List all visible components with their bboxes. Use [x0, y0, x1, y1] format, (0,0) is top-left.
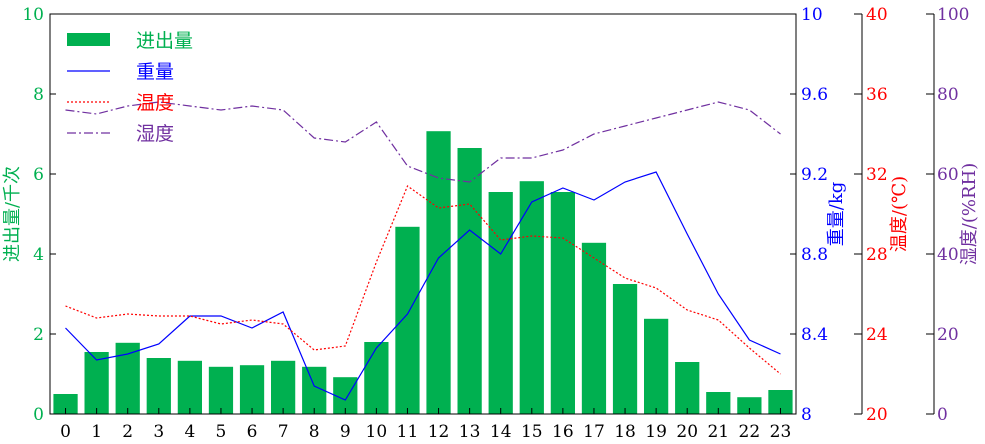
bar-8 [302, 366, 327, 414]
x-tick-label: 12 [428, 422, 450, 442]
x-tick-label: 19 [645, 422, 667, 442]
axis-y4: 0 20 40 60 80 100 湿度/(%RH) [926, 5, 980, 425]
bar-4 [177, 360, 202, 414]
axis-y1: 0 2 4 6 8 10 进出量/千次 [2, 5, 56, 425]
plot-frame [49, 13, 797, 415]
y-tick-label-y4: 40 [937, 245, 959, 265]
x-tick-label: 20 [676, 422, 698, 442]
x-tick-label: 14 [490, 422, 512, 442]
x-tick-label: 23 [770, 422, 792, 442]
legend-label: 重量 [136, 61, 174, 83]
legend-label: 温度 [136, 92, 174, 114]
x-tick-label: 15 [521, 422, 543, 442]
y-tick-label-y4: 100 [937, 5, 969, 25]
x-tick-label: 21 [707, 422, 729, 442]
bar-17 [581, 242, 607, 414]
series-line-y4 [65, 101, 781, 183]
y-tick-label-y3: 20 [866, 405, 888, 425]
x-axis: 0 1 2 3 4 5 6 7 8 9 10 11 12 13 14 15 16 17 18 19 20 21 22 23 [60, 408, 791, 442]
bar-1 [84, 352, 109, 414]
bar-14 [488, 192, 513, 414]
x-tick-label: 16 [552, 422, 574, 442]
axis-y3: 20 24 28 32 36 40 温度/(℃) [854, 5, 910, 425]
y-tick-label-y4: 20 [937, 325, 959, 345]
y-tick-label-y1: 10 [22, 5, 44, 25]
y-tick-label-y1: 8 [33, 85, 44, 105]
x-tick-label: 6 [247, 422, 258, 442]
y-tick-label-y2: 9.2 [801, 165, 828, 185]
bar-5 [208, 366, 234, 414]
y-tick-label-y2: 8.4 [801, 325, 828, 345]
bar-19 [644, 318, 669, 414]
bar-9 [333, 377, 358, 414]
legend-swatch [67, 33, 110, 46]
bar-21 [706, 392, 731, 414]
y-tick-label-y2: 10 [801, 5, 823, 25]
axis-y2: 8 8.4 8.8 9.2 9.6 10 重量/kg [790, 5, 847, 425]
x-tick-label: 8 [309, 422, 320, 442]
y-tick-label-y3: 24 [866, 325, 888, 345]
bar-2 [115, 342, 140, 414]
axis-title-y4: 湿度/(%RH) [959, 163, 980, 265]
bar-16 [550, 192, 575, 414]
bars-layer [53, 131, 793, 414]
y-tick-label-y1: 6 [33, 165, 44, 185]
y-tick-label-y3: 28 [866, 245, 888, 265]
x-tick-label: 9 [340, 422, 351, 442]
axis-title-y2: 重量/kg [826, 182, 847, 247]
y-tick-label-y4: 0 [937, 405, 948, 425]
bar-18 [612, 284, 638, 414]
y-tick-label-y1: 0 [33, 405, 44, 425]
x-tick-label: 7 [278, 422, 289, 442]
axis-title-y1: 进出量/千次 [2, 166, 23, 262]
y-axes: 0246810进出量/千次88.48.89.29.610重量/kg2024283… [2, 5, 980, 425]
bar-22 [737, 397, 762, 414]
x-tick-label: 2 [122, 422, 133, 442]
bar-10 [364, 342, 389, 414]
x-tick-label: 17 [583, 422, 605, 442]
x-tick-label: 0 [60, 422, 71, 442]
bar-0 [53, 394, 78, 414]
y-tick-label-y2: 8.8 [801, 245, 828, 265]
series-line-y3 [65, 185, 781, 375]
y-tick-label-y3: 32 [866, 165, 888, 185]
y-tick-label-y1: 4 [33, 245, 44, 265]
bar-7 [271, 360, 296, 414]
bar-11 [395, 226, 420, 414]
y-tick-label-y3: 36 [866, 85, 888, 105]
x-tick-label: 18 [614, 422, 636, 442]
x-tick-label: 5 [216, 422, 227, 442]
y-tick-label-y1: 2 [33, 325, 44, 345]
bar-20 [675, 362, 700, 414]
y-tick-label-y2: 9.6 [801, 85, 828, 105]
lines-layer [65, 101, 781, 401]
series-line-y2 [65, 171, 781, 401]
x-tick-label: 4 [184, 422, 195, 442]
x-tick-label: 10 [366, 422, 388, 442]
y-tick-label-y4: 80 [937, 85, 959, 105]
axis-title-y3: 温度/(℃) [889, 176, 910, 252]
y-tick-label-y3: 40 [866, 5, 888, 25]
legend-label: 湿度 [136, 123, 174, 145]
x-tick-label: 13 [459, 422, 481, 442]
x-tick-label: 22 [739, 422, 761, 442]
bar-3 [146, 358, 171, 414]
bar-6 [239, 365, 265, 414]
y-tick-label-y4: 60 [937, 165, 959, 185]
x-tick-label: 3 [153, 422, 164, 442]
bar-13 [457, 148, 482, 414]
bar-15 [519, 181, 544, 414]
legend-label: 进出量 [136, 30, 193, 52]
y-tick-label-y2: 8 [801, 405, 812, 425]
x-tick-label: 1 [91, 422, 102, 442]
x-tick-label: 11 [397, 422, 419, 442]
